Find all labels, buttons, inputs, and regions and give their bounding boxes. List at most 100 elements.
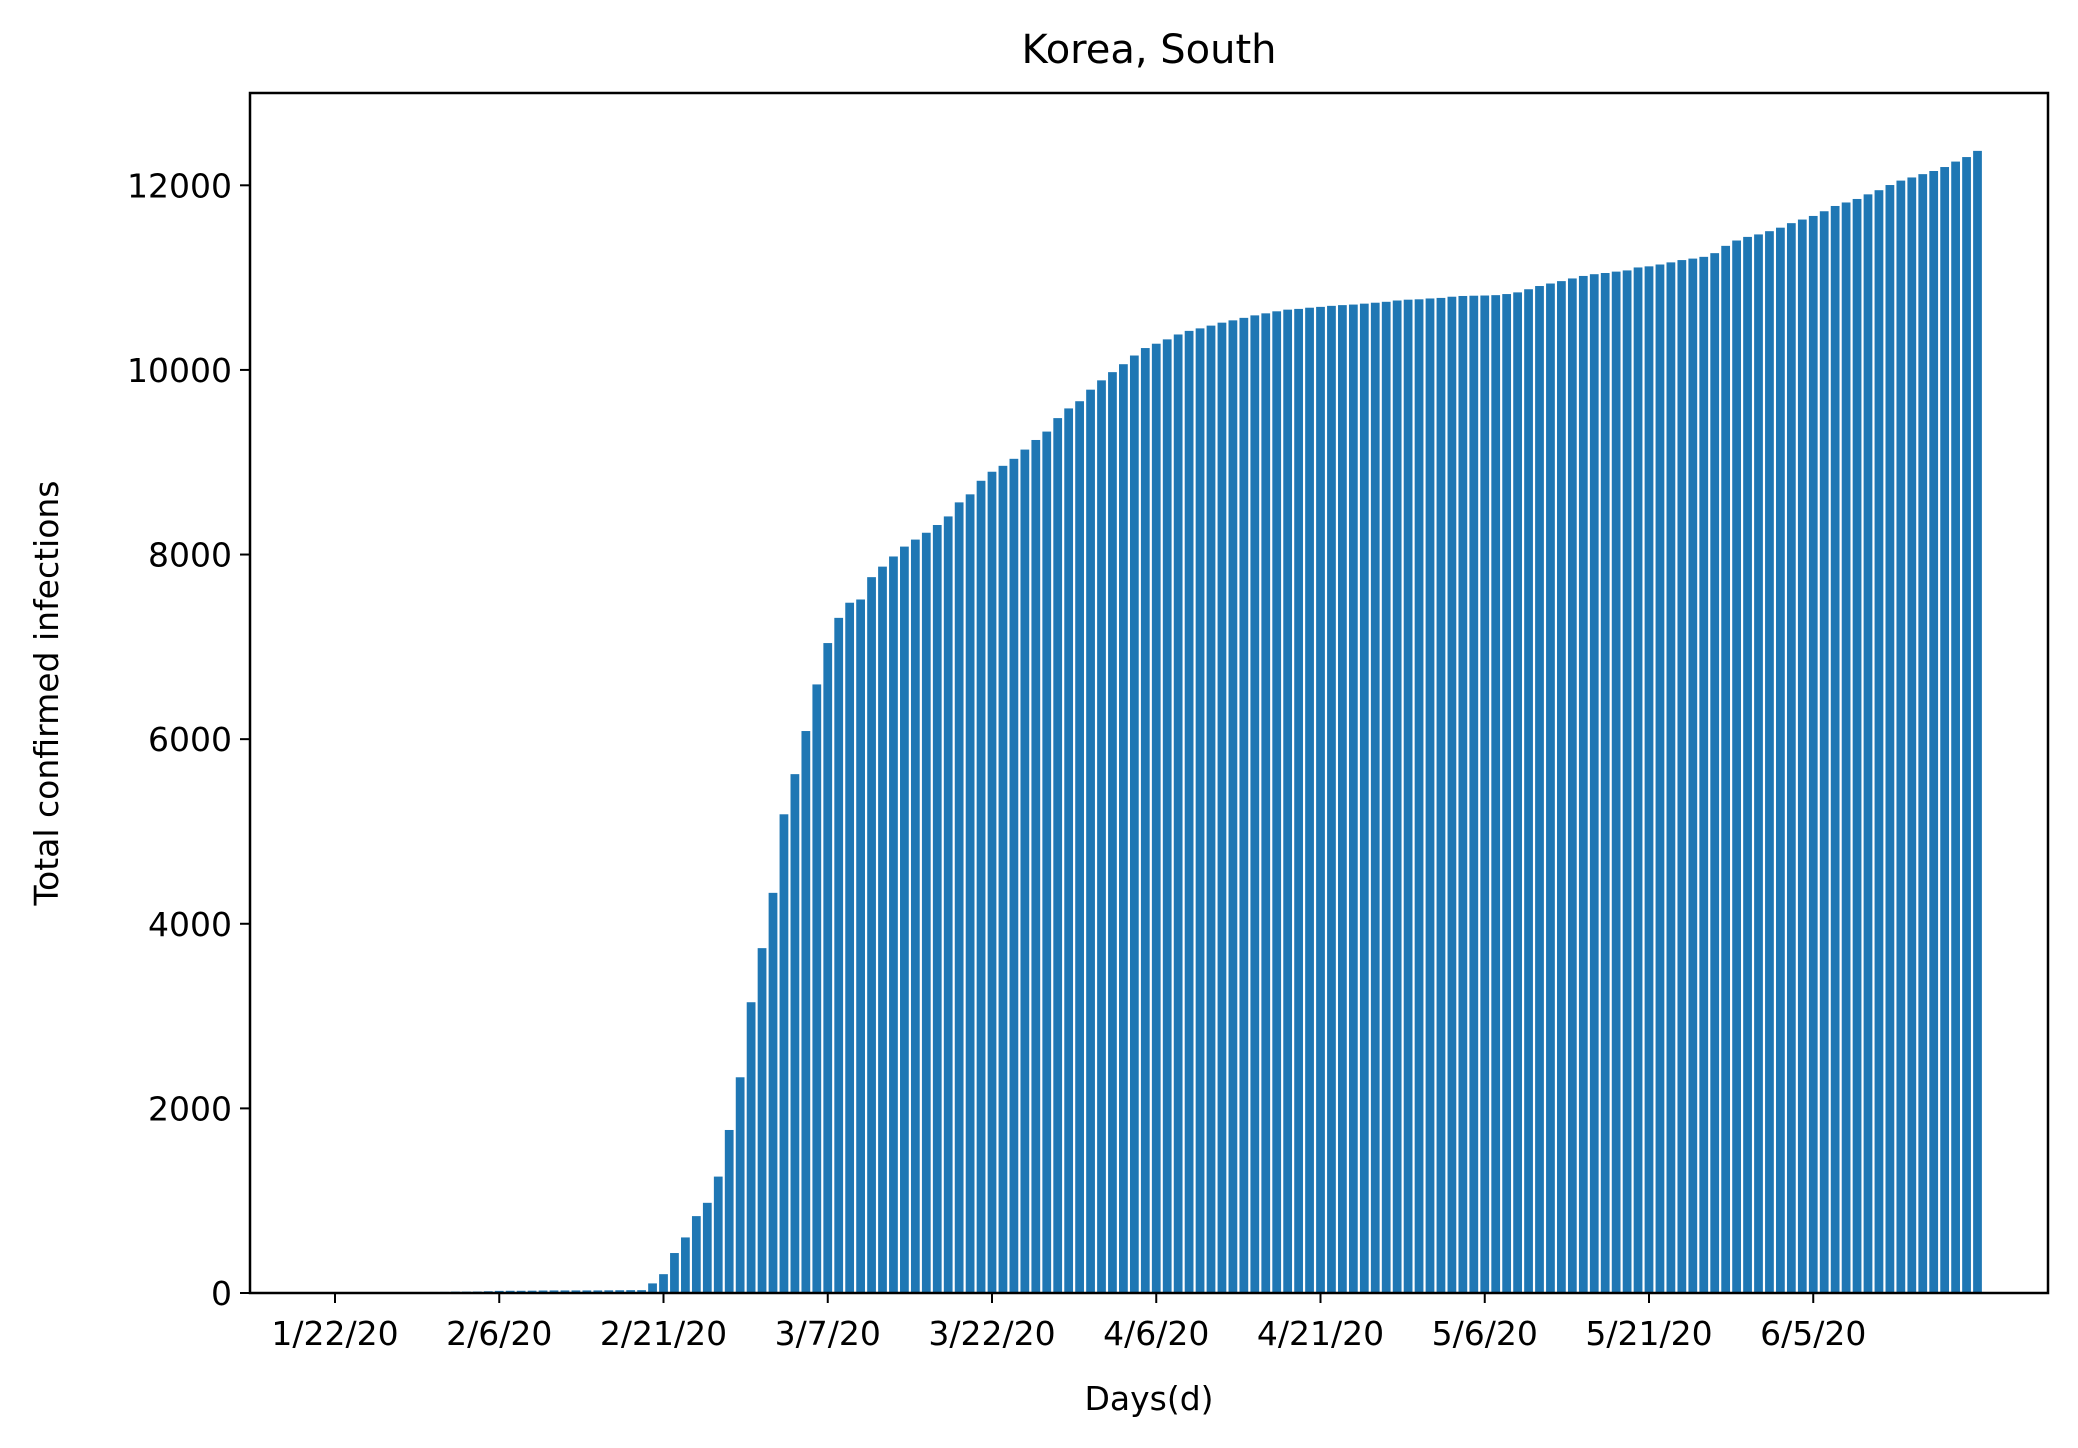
bar xyxy=(910,539,920,1293)
bar xyxy=(1589,274,1599,1293)
bar xyxy=(1852,198,1862,1294)
bar xyxy=(1250,315,1260,1293)
bar xyxy=(856,599,865,1293)
bar xyxy=(1392,300,1402,1293)
bar xyxy=(768,892,778,1293)
bar xyxy=(1305,307,1314,1294)
x-tick-label: 5/6/20 xyxy=(1432,1314,1538,1353)
bar xyxy=(1129,355,1139,1293)
bar xyxy=(1754,234,1763,1293)
bar xyxy=(1863,194,1873,1294)
bar xyxy=(1338,305,1347,1293)
bar xyxy=(1819,211,1829,1293)
bar xyxy=(889,556,898,1293)
bar xyxy=(1513,292,1522,1293)
x-tick-label: 4/21/20 xyxy=(1257,1314,1384,1353)
bar xyxy=(1031,439,1041,1294)
bar xyxy=(637,1290,646,1293)
bar xyxy=(1776,227,1785,1294)
bar xyxy=(834,617,844,1293)
bar-series xyxy=(330,150,1982,1294)
bar xyxy=(1907,177,1917,1294)
bar xyxy=(976,480,986,1293)
bar xyxy=(1316,306,1325,1293)
x-axis-label: Days(d) xyxy=(1084,1379,1213,1418)
bar xyxy=(713,1176,723,1293)
bar xyxy=(1053,418,1063,1293)
bar xyxy=(746,1002,756,1293)
bar xyxy=(1239,317,1249,1293)
y-tick-label: 4000 xyxy=(148,905,232,944)
plot-frame xyxy=(248,91,2050,1295)
bar xyxy=(1261,313,1271,1294)
bar xyxy=(1381,301,1391,1293)
bar xyxy=(1611,271,1621,1293)
bar xyxy=(1951,161,1960,1294)
bar xyxy=(1765,231,1774,1294)
bar xyxy=(1622,270,1632,1293)
bar xyxy=(1732,240,1741,1293)
bar xyxy=(1567,278,1577,1293)
bar xyxy=(1348,304,1358,1293)
bar xyxy=(1699,256,1709,1294)
bar xyxy=(1414,299,1424,1293)
bar xyxy=(954,502,964,1293)
y-tick-label: 2000 xyxy=(148,1089,232,1128)
bar xyxy=(1546,283,1555,1293)
x-tick-label: 3/7/20 xyxy=(775,1314,881,1353)
bar xyxy=(1644,266,1654,1294)
y-tick-label: 10000 xyxy=(127,351,232,390)
bar xyxy=(1830,205,1840,1294)
bar xyxy=(1217,322,1227,1293)
bar xyxy=(779,814,789,1293)
bar xyxy=(1688,258,1698,1294)
bar xyxy=(1403,299,1413,1293)
bar xyxy=(1425,298,1435,1294)
bar xyxy=(1655,264,1665,1293)
bar xyxy=(1721,245,1731,1294)
bar xyxy=(1020,449,1030,1294)
y-tick-label: 0 xyxy=(211,1274,232,1313)
bar xyxy=(1228,320,1238,1294)
bar xyxy=(1469,295,1479,1294)
bar xyxy=(1075,401,1084,1294)
bar xyxy=(593,1290,603,1293)
bar xyxy=(943,516,953,1293)
y-axis-label: Total confirmed infections xyxy=(27,480,66,906)
bar xyxy=(1535,286,1544,1293)
bar xyxy=(1918,174,1928,1293)
bar xyxy=(1086,389,1095,1293)
bar xyxy=(1786,223,1796,1293)
bar xyxy=(900,546,909,1293)
bar xyxy=(615,1290,625,1293)
bar xyxy=(1940,167,1950,1293)
bar xyxy=(1327,305,1336,1293)
x-tick-label: 6/5/20 xyxy=(1760,1314,1866,1353)
x-axis: 1/22/20 2/6/20 2/21/20 3/7/20 3/22/20 4/6/20 4… xyxy=(271,1293,1866,1353)
bar xyxy=(1710,253,1720,1293)
bar xyxy=(702,1202,712,1293)
bar xyxy=(845,602,855,1293)
bar xyxy=(1677,260,1687,1294)
bar xyxy=(1885,185,1895,1293)
bar xyxy=(932,525,942,1293)
bar xyxy=(823,643,833,1293)
bar xyxy=(560,1290,570,1293)
bar xyxy=(1162,339,1172,1293)
bar xyxy=(1743,236,1752,1293)
bar xyxy=(1578,275,1588,1293)
bar xyxy=(1206,325,1216,1293)
bar xyxy=(757,948,767,1293)
y-axis: 0 2000 4000 6000 8000 10000 12000 xyxy=(127,166,250,1313)
bar xyxy=(1359,303,1369,1293)
bar xyxy=(1195,328,1205,1293)
bar xyxy=(724,1129,734,1293)
bar xyxy=(1458,295,1468,1294)
bar xyxy=(626,1290,636,1293)
bar xyxy=(1557,281,1566,1293)
bar xyxy=(1633,267,1643,1294)
bar xyxy=(1119,364,1128,1293)
bar xyxy=(1151,343,1161,1294)
bar xyxy=(1502,294,1512,1293)
